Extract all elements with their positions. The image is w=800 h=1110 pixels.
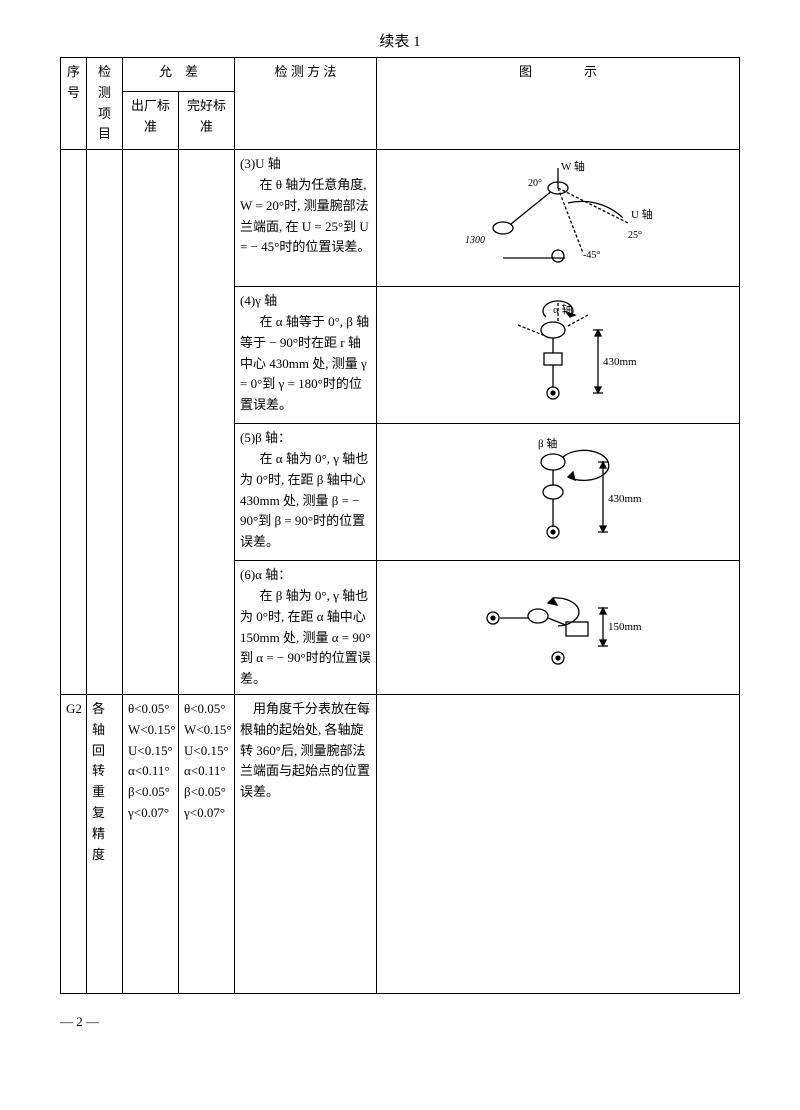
header-tolerance: 允 差 xyxy=(123,58,235,92)
header-diagram: 图 示 xyxy=(377,58,740,150)
svg-text:430mm: 430mm xyxy=(603,356,637,368)
svg-text:β 轴: β 轴 xyxy=(538,436,557,450)
method-title: (6)α 轴： xyxy=(240,565,371,586)
svg-text:25°: 25° xyxy=(628,230,642,241)
svg-text:W 轴: W 轴 xyxy=(561,159,585,173)
method-title: (3)U 轴 xyxy=(240,154,371,175)
g2-seq: G2 xyxy=(61,694,87,993)
diagram-cell: W 轴 U 轴 25° -45° 20° 1300 xyxy=(377,150,740,287)
header-seq: 序号 xyxy=(61,58,87,150)
page-number: — 2 — xyxy=(60,1014,740,1030)
method-body: 在 α 轴为 0°, γ 轴也为 0°时, 在距 β 轴中心 430mm 处, … xyxy=(240,449,371,553)
g2-item: 各轴回转重复精度 xyxy=(87,694,123,993)
diagram-cell: 150mm xyxy=(377,561,740,695)
svg-text:1300: 1300 xyxy=(465,235,485,246)
table-caption: 续表 1 xyxy=(60,30,740,51)
method-cell: (6)α 轴： 在 β 轴为 0°, γ 轴也为 0°时, 在距 α 轴中心 1… xyxy=(235,561,377,695)
alpha-axis-diagram-icon: 150mm xyxy=(458,578,658,678)
beta-axis-diagram-icon: β 轴 430mm xyxy=(458,432,658,552)
method-body: 在 θ 轴为任意角度, W = 20°时, 测量腕部法兰端面, 在 U = 25… xyxy=(240,175,371,258)
table-row: (3)U 轴 在 θ 轴为任意角度, W = 20°时, 测量腕部法兰端面, 在… xyxy=(61,150,740,287)
method-cell: (3)U 轴 在 θ 轴为任意角度, W = 20°时, 测量腕部法兰端面, 在… xyxy=(235,150,377,287)
main-table: 序号 检测项目 允 差 检 测 方 法 图 示 出厂标准 完好标准 (3)U 轴… xyxy=(60,57,740,994)
svg-text:-45°: -45° xyxy=(583,250,600,261)
g2-diagram xyxy=(377,694,740,993)
g2-method: 用角度千分表放在每根轴的起始处, 各轴旋转 360°后, 测量腕部法兰端面与起始… xyxy=(235,694,377,993)
header-good: 完好标准 xyxy=(179,92,235,150)
method-cell: (5)β 轴： 在 α 轴为 0°, γ 轴也为 0°时, 在距 β 轴中心 4… xyxy=(235,424,377,561)
diagram-cell: β 轴 430mm xyxy=(377,424,740,561)
method-title: (4)γ 轴 xyxy=(240,291,371,312)
g2-good: θ<0.05° W<0.15° U<0.15° α<0.11° β<0.05° … xyxy=(179,694,235,993)
method-cell: (4)γ 轴 在 α 轴等于 0°, β 轴等于 − 90°时在距 r 轴中心 … xyxy=(235,287,377,424)
svg-text:430mm: 430mm xyxy=(608,493,642,505)
g2-factory: θ<0.05° W<0.15° U<0.15° α<0.11° β<0.05° … xyxy=(123,694,179,993)
svg-text:150mm: 150mm xyxy=(608,621,642,633)
u-axis-diagram-icon: W 轴 U 轴 25° -45° 20° 1300 xyxy=(443,158,673,278)
header-item: 检测项目 xyxy=(87,58,123,150)
header-method: 检 测 方 法 xyxy=(235,58,377,150)
header-factory: 出厂标准 xyxy=(123,92,179,150)
table-row: G2 各轴回转重复精度 θ<0.05° W<0.15° U<0.15° α<0.… xyxy=(61,694,740,993)
svg-text:20°: 20° xyxy=(528,178,542,189)
method-body: 在 β 轴为 0°, γ 轴也为 0°时, 在距 α 轴中心 150mm 处, … xyxy=(240,586,371,690)
diagram-cell: α 轴 430mm xyxy=(377,287,740,424)
gamma-axis-diagram-icon: α 轴 430mm xyxy=(458,295,658,415)
svg-text:U 轴: U 轴 xyxy=(631,207,653,221)
method-title: (5)β 轴： xyxy=(240,428,371,449)
method-body: 在 α 轴等于 0°, β 轴等于 − 90°时在距 r 轴中心 430mm 处… xyxy=(240,312,371,416)
